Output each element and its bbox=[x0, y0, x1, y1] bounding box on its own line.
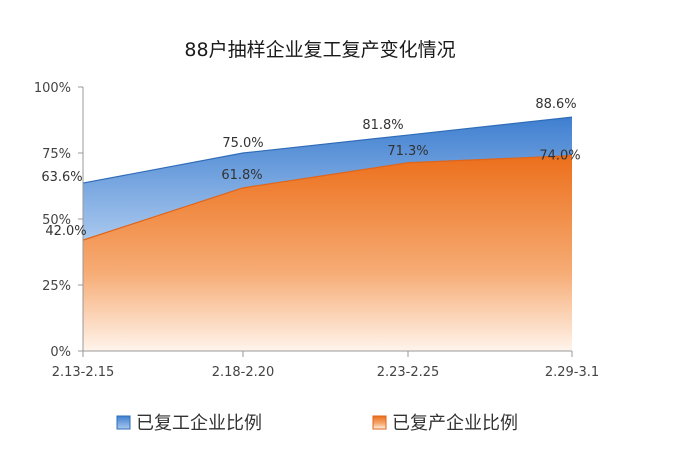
y-tick-label: 0% bbox=[50, 345, 71, 360]
data-label-work: 63.6% bbox=[41, 170, 82, 185]
data-label-work: 88.6% bbox=[535, 97, 576, 112]
x-tick-label: 2.29-3.1 bbox=[545, 365, 599, 380]
y-tick-label: 25% bbox=[42, 279, 71, 294]
data-label-production: 61.8% bbox=[221, 168, 262, 183]
line-series-work bbox=[82, 116, 573, 184]
data-label-production: 74.0% bbox=[539, 149, 580, 164]
data-labels: 63.6% 75.0% 81.8% 88.6% 42.0% 61.8% 71.3% 74.0% bbox=[41, 97, 580, 239]
area-series-production bbox=[83, 155, 572, 351]
data-label-work: 81.8% bbox=[362, 118, 403, 133]
legend-label-work: 已复工企业比例 bbox=[136, 413, 262, 434]
data-label-production: 71.3% bbox=[387, 144, 428, 159]
legend-swatch-work bbox=[116, 415, 131, 430]
area-series-work bbox=[83, 117, 572, 241]
line-series-production bbox=[82, 155, 573, 241]
legend: 已复工企业比例 已复产企业比例 bbox=[116, 413, 518, 434]
plot-area bbox=[82, 116, 573, 351]
axes: 0% 25% 50% 75% 100% 2.13-2.15 2.18-2.20 2.23-2.… bbox=[34, 81, 599, 380]
x-tick-label: 2.18-2.20 bbox=[212, 365, 275, 380]
y-tick-label: 100% bbox=[34, 81, 71, 96]
y-tick-label: 50% bbox=[42, 213, 71, 228]
x-tick-label: 2.23-2.25 bbox=[377, 365, 440, 380]
legend-label-production: 已复产企业比例 bbox=[392, 413, 518, 434]
data-label-production: 42.0% bbox=[45, 224, 86, 239]
chart-title: 88户抽样企业复工复产变化情况 bbox=[184, 39, 455, 61]
legend-swatch-production bbox=[372, 415, 387, 430]
data-label-work: 75.0% bbox=[222, 136, 263, 151]
x-tick-label: 2.13-2.15 bbox=[52, 365, 115, 380]
y-tick-label: 75% bbox=[42, 147, 71, 162]
